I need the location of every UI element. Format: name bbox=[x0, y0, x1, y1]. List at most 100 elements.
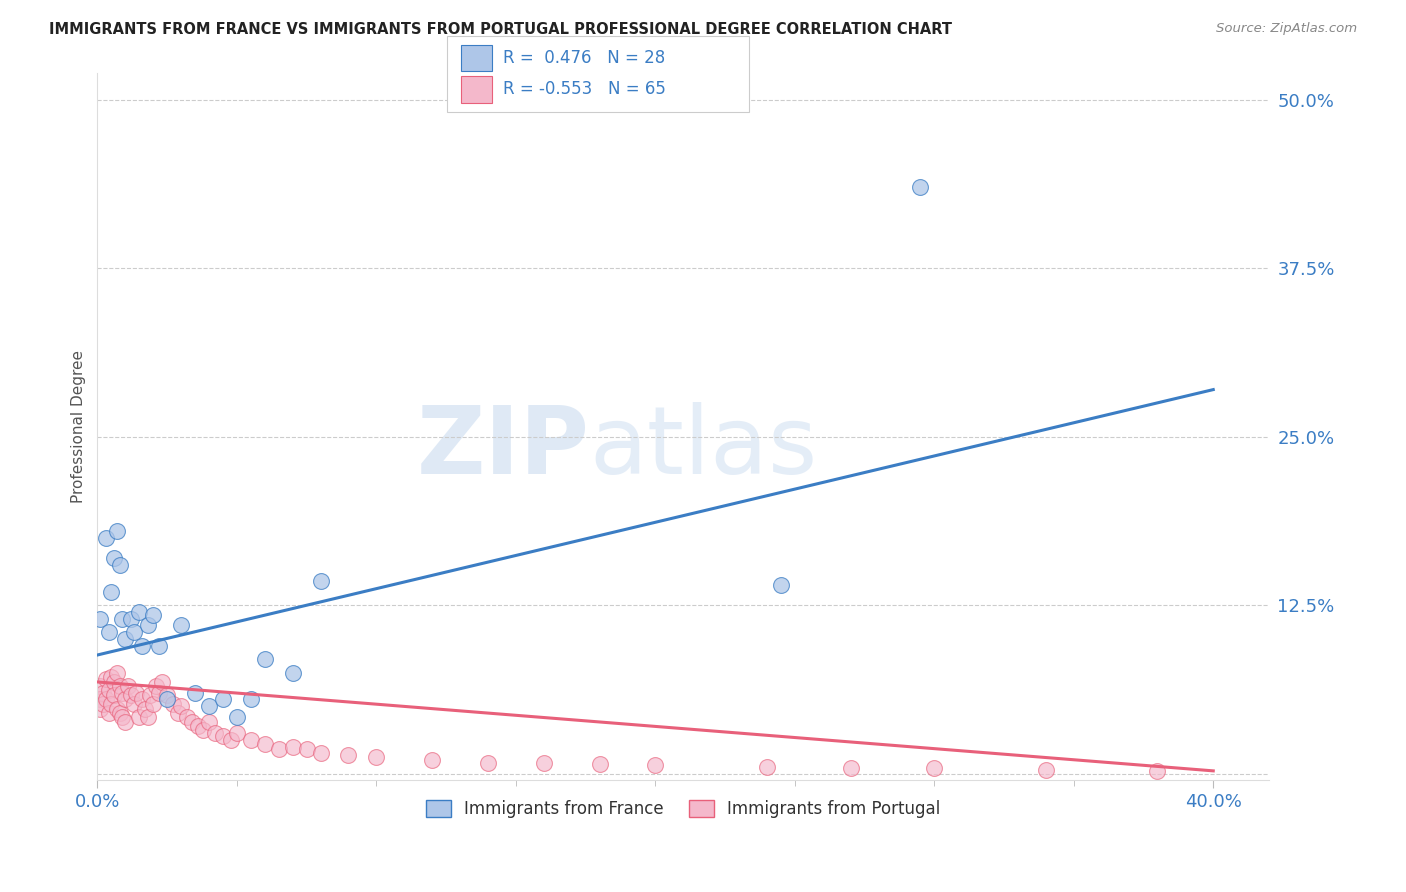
Point bbox=[309, 574, 332, 588]
Point bbox=[167, 706, 190, 720]
Point bbox=[97, 683, 120, 698]
Point bbox=[117, 679, 139, 693]
Text: Source: ZipAtlas.com: Source: ZipAtlas.com bbox=[1216, 22, 1357, 36]
Point bbox=[114, 632, 136, 646]
Point bbox=[111, 612, 134, 626]
Point bbox=[103, 675, 125, 690]
Point bbox=[170, 699, 193, 714]
Point bbox=[588, 757, 610, 772]
Point bbox=[253, 737, 276, 751]
Text: ZIP: ZIP bbox=[416, 402, 589, 494]
Point bbox=[89, 612, 111, 626]
Point bbox=[131, 692, 153, 706]
Point bbox=[533, 756, 555, 770]
Point bbox=[477, 756, 499, 770]
Point bbox=[108, 706, 131, 720]
Point bbox=[184, 686, 207, 700]
Point bbox=[162, 697, 184, 711]
Point bbox=[219, 732, 242, 747]
Point bbox=[309, 747, 332, 761]
Point bbox=[225, 726, 247, 740]
Text: R = -0.553   N = 65: R = -0.553 N = 65 bbox=[503, 80, 666, 98]
Point bbox=[212, 692, 235, 706]
Point bbox=[105, 524, 128, 538]
Point bbox=[1035, 763, 1057, 777]
Point bbox=[267, 742, 290, 756]
Text: atlas: atlas bbox=[589, 402, 818, 494]
Point bbox=[103, 551, 125, 566]
Point bbox=[253, 652, 276, 666]
Point bbox=[156, 689, 179, 703]
Point bbox=[150, 675, 173, 690]
Point bbox=[239, 692, 262, 706]
Point bbox=[204, 726, 226, 740]
Point bbox=[420, 753, 443, 767]
Point bbox=[239, 732, 262, 747]
Point bbox=[122, 625, 145, 640]
Point bbox=[134, 702, 156, 716]
Point bbox=[139, 689, 162, 703]
Point bbox=[100, 584, 122, 599]
Point bbox=[337, 747, 360, 762]
Point bbox=[111, 710, 134, 724]
Point bbox=[145, 679, 167, 693]
Text: R =  0.476   N = 28: R = 0.476 N = 28 bbox=[503, 49, 665, 67]
Point bbox=[181, 715, 204, 730]
Point bbox=[94, 692, 117, 706]
Point bbox=[108, 558, 131, 572]
Point bbox=[198, 699, 221, 714]
Point bbox=[91, 686, 114, 700]
Point bbox=[120, 689, 142, 703]
Point bbox=[91, 697, 114, 711]
Point bbox=[89, 702, 111, 716]
Point bbox=[97, 706, 120, 720]
Point bbox=[108, 679, 131, 693]
Point bbox=[187, 719, 209, 733]
Point bbox=[105, 702, 128, 716]
Point bbox=[295, 742, 318, 756]
Point bbox=[128, 605, 150, 619]
Point bbox=[198, 715, 221, 730]
Point bbox=[128, 710, 150, 724]
Point bbox=[114, 692, 136, 706]
Point bbox=[125, 686, 148, 700]
Point bbox=[136, 618, 159, 632]
Point bbox=[148, 686, 170, 700]
Point bbox=[105, 665, 128, 680]
Point bbox=[89, 679, 111, 693]
Y-axis label: Professional Degree: Professional Degree bbox=[72, 351, 86, 503]
Point bbox=[281, 665, 304, 680]
Point bbox=[1146, 764, 1168, 778]
Point bbox=[148, 639, 170, 653]
Point bbox=[170, 618, 193, 632]
Point bbox=[89, 692, 111, 706]
Point bbox=[122, 697, 145, 711]
Point bbox=[103, 689, 125, 703]
Point bbox=[142, 607, 165, 622]
Point bbox=[212, 729, 235, 743]
Point bbox=[193, 723, 215, 738]
Point bbox=[94, 531, 117, 545]
Point bbox=[225, 710, 247, 724]
Point bbox=[111, 686, 134, 700]
Point bbox=[281, 739, 304, 754]
Point bbox=[156, 692, 179, 706]
Point bbox=[114, 715, 136, 730]
Point bbox=[769, 578, 792, 592]
Point bbox=[755, 760, 778, 774]
Legend: Immigrants from France, Immigrants from Portugal: Immigrants from France, Immigrants from … bbox=[419, 794, 948, 825]
Point bbox=[142, 697, 165, 711]
Point bbox=[120, 612, 142, 626]
Point bbox=[366, 750, 388, 764]
Text: IMMIGRANTS FROM FRANCE VS IMMIGRANTS FROM PORTUGAL PROFESSIONAL DEGREE CORRELATI: IMMIGRANTS FROM FRANCE VS IMMIGRANTS FRO… bbox=[49, 22, 952, 37]
Point bbox=[131, 639, 153, 653]
Point bbox=[644, 758, 666, 772]
Point bbox=[910, 180, 932, 194]
Point bbox=[100, 697, 122, 711]
Point bbox=[922, 761, 945, 775]
Point bbox=[100, 669, 122, 683]
Point bbox=[136, 710, 159, 724]
Point bbox=[839, 761, 862, 775]
Point bbox=[97, 625, 120, 640]
Point bbox=[94, 672, 117, 686]
